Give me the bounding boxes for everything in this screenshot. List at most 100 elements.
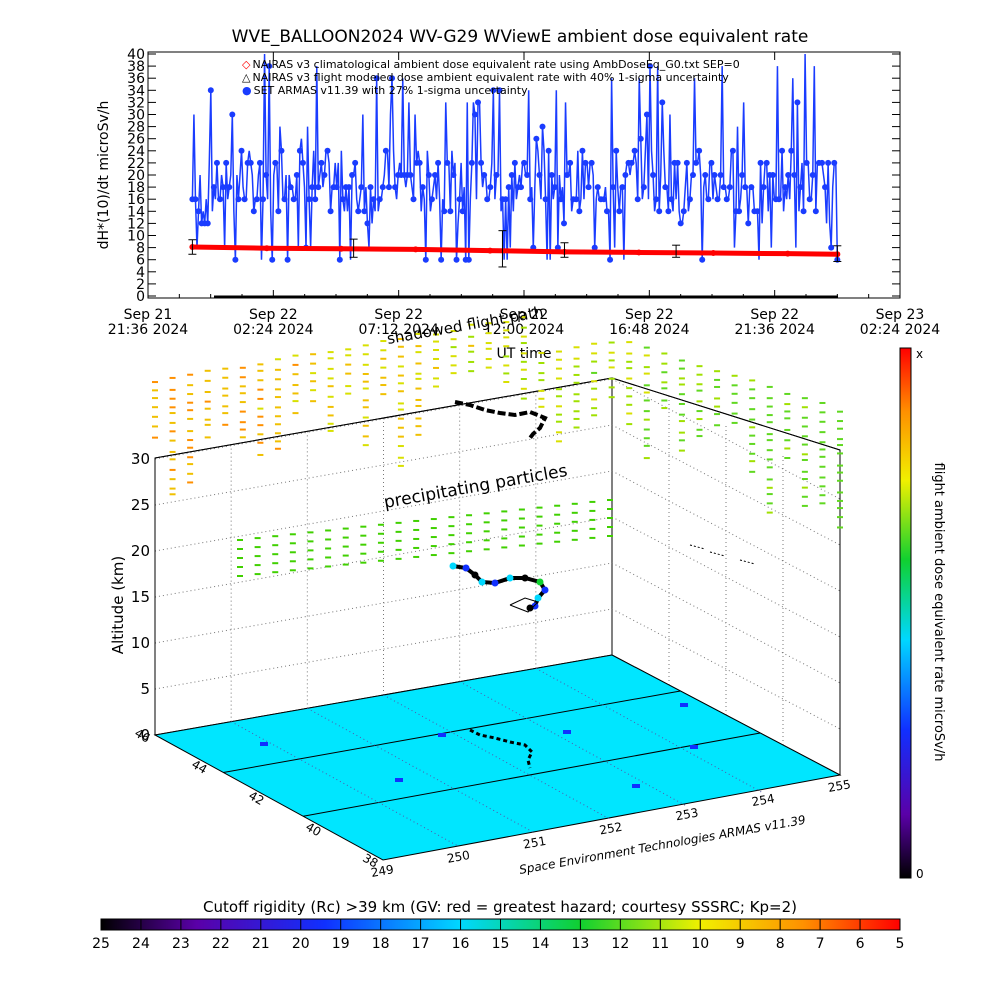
armas-point: [518, 184, 525, 191]
flight-path: [449, 562, 549, 613]
armas-point: [585, 184, 592, 191]
armas-point: [729, 147, 736, 154]
ground-gridline: [535, 667, 765, 794]
cutoff-bar-label: Cutoff rigidity (Rc) >39 km (GV: red = g…: [203, 898, 797, 916]
armas-point: [355, 208, 362, 215]
longitude-tick-label: 253: [674, 806, 699, 824]
x-tick-date: Sep 22: [374, 307, 423, 323]
armas-point: [318, 159, 325, 166]
y-tick-label: 2: [136, 277, 145, 293]
cutoff-tick-label: 7: [816, 936, 825, 952]
ground-dose-mark: [690, 745, 698, 749]
armas-point: [579, 147, 586, 154]
armas-point: [662, 184, 669, 191]
armas-point: [677, 220, 684, 227]
armas-point: [450, 172, 457, 178]
armas-point: [247, 159, 254, 166]
armas-point: [327, 208, 334, 215]
altitude-tick-label: 10: [131, 634, 150, 652]
armas-point: [392, 184, 399, 191]
armas-point: [385, 184, 392, 191]
armas-point: [542, 196, 549, 203]
x-tick-date: Sep 22: [249, 307, 298, 323]
armas-point: [576, 208, 583, 215]
armas-point: [708, 159, 715, 166]
armas-point: [723, 196, 730, 203]
wall-gridline-right: [611, 516, 841, 638]
cutoff-tick-label: 13: [571, 936, 589, 952]
armas-point: [370, 196, 377, 203]
armas-point: [336, 256, 343, 263]
armas-point: [560, 220, 567, 227]
armas-point: [699, 256, 706, 263]
legend-entry-2: △ NAIRAS v3 flight modeled dose ambient e…: [242, 71, 729, 84]
armas-point: [760, 184, 767, 191]
armas-point: [610, 184, 617, 191]
side-shadow-mark: [739, 559, 756, 565]
armas-point: [683, 159, 690, 166]
altitude-axis-label: Altitude (km): [109, 556, 127, 654]
dot-icon: ●: [242, 84, 252, 97]
armas-point: [803, 159, 810, 166]
y-tick-label: 34: [127, 83, 145, 99]
cutoff-tick-label: 6: [856, 936, 865, 952]
armas-point: [714, 196, 721, 203]
altitude-tick-label: 30: [131, 450, 150, 468]
armas-point: [665, 208, 672, 215]
flight-path-point: [471, 571, 479, 579]
armas-point: [794, 99, 801, 106]
flight-path-point: [534, 594, 542, 602]
annotation-precipitating: precipitating particles: [382, 461, 569, 513]
longitude-tick-label: 250: [446, 848, 471, 866]
cutoff-tick-label: 25: [92, 936, 110, 952]
nairas-point: [635, 249, 642, 256]
y-tick-label: 8: [136, 241, 145, 257]
armas-point: [628, 159, 635, 166]
cutoff-tick-label: 20: [292, 936, 310, 952]
armas-point: [739, 172, 746, 178]
armas-point: [241, 196, 248, 203]
armas-point: [686, 196, 693, 203]
armas-point: [782, 184, 789, 191]
colorbar-top-label: x: [916, 347, 923, 361]
y-tick-label: 30: [127, 108, 145, 124]
armas-point: [238, 147, 245, 154]
armas-point: [797, 184, 804, 191]
legend-entry-2-label: NAIRAS v3 flight modeled dose ambient eq…: [252, 71, 729, 84]
armas-point: [717, 172, 724, 178]
armas-point: [432, 172, 439, 178]
armas-point: [745, 220, 752, 227]
armas-point: [253, 196, 260, 203]
x-tick-time: 12:00 2024: [484, 322, 565, 338]
armas-point: [207, 87, 214, 94]
armas-point: [557, 196, 564, 203]
armas-point: [502, 196, 509, 203]
armas-point: [548, 172, 555, 178]
x-tick-time: 16:48 2024: [609, 322, 690, 338]
armas-point: [475, 99, 482, 106]
armas-point: [702, 172, 709, 178]
flight-path-point: [526, 604, 534, 612]
armas-point: [296, 147, 303, 154]
longitude-tick-label: 249: [370, 862, 395, 880]
armas-point: [321, 172, 328, 178]
armas-point: [269, 256, 276, 263]
armas-point: [376, 196, 383, 203]
armas-point: [554, 244, 561, 251]
y-axis-label: dH*(10)/dt microSv/h: [96, 101, 112, 250]
armas-point: [459, 208, 466, 215]
ground-shadow-line: [469, 728, 534, 769]
armas-point: [275, 208, 282, 215]
armas-point: [447, 208, 454, 215]
armas-point: [358, 184, 365, 191]
latitude-tick-label: 38: [360, 851, 380, 871]
cutoff-tick-label: 11: [651, 936, 669, 952]
armas-point: [496, 87, 503, 94]
armas-point: [422, 256, 429, 263]
armas-point: [272, 159, 279, 166]
y-tick-label: 40: [127, 47, 145, 63]
flight-path-outline: [509, 597, 539, 613]
armas-point: [757, 159, 764, 166]
